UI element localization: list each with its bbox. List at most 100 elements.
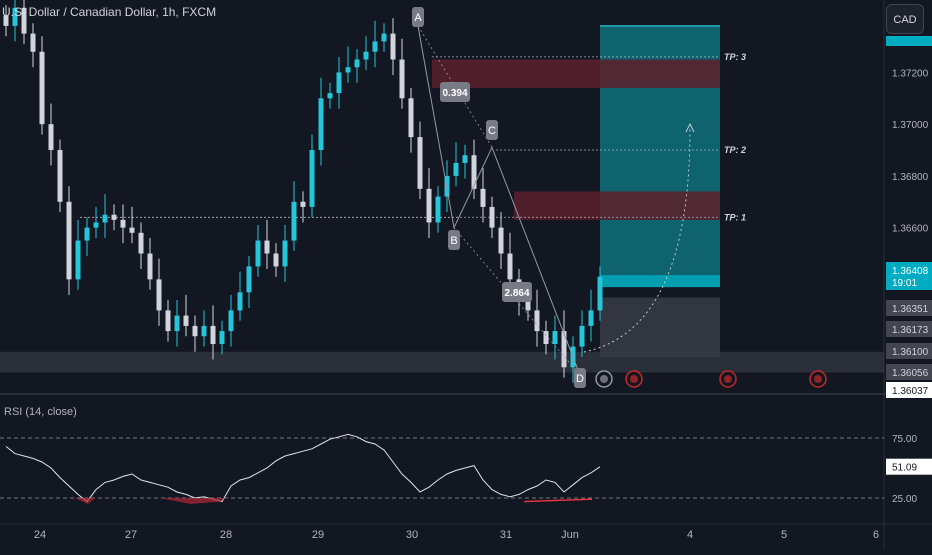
candle-body	[93, 222, 99, 228]
ca-flag-event-icon-core	[814, 375, 822, 383]
lightning-event-icon-core	[600, 375, 608, 383]
harmonic-point-label: C	[488, 125, 496, 137]
tp-label: TP: 2	[724, 145, 746, 155]
ratio-badge	[440, 82, 470, 102]
candle-body	[588, 310, 594, 326]
harmonic-point-badge	[574, 368, 586, 388]
candle-body	[3, 15, 9, 26]
price-axis-label-bg	[886, 262, 932, 290]
candle-body	[300, 201, 306, 207]
candle-body	[264, 240, 270, 254]
harmonic-point-badge	[412, 7, 424, 27]
candle-body	[345, 67, 351, 73]
candle-body	[390, 33, 396, 60]
y-tick-label: 1.36800	[892, 172, 929, 183]
price-axis-label-bg	[886, 382, 932, 398]
candle-body	[192, 325, 198, 337]
x-tick-label: 27	[125, 529, 137, 541]
candle-body	[255, 240, 261, 267]
projected-path-arrow	[685, 122, 695, 133]
x-tick-label: 5	[781, 529, 787, 541]
supply-zone	[432, 59, 720, 88]
candle-body	[336, 72, 342, 94]
candle-body	[48, 124, 54, 151]
y-tick-label: 1.37200	[892, 68, 929, 79]
price-axis-label: 1.36173	[892, 325, 929, 336]
harmonic-pattern-lines	[417, 25, 581, 376]
candle-body	[138, 232, 144, 254]
price-axis-label: 1.36056	[892, 368, 929, 379]
x-tick-label: Jun	[561, 529, 579, 541]
harmonic-point-badge	[448, 230, 460, 250]
price-axis-label-bg	[886, 364, 932, 380]
target-price-strip	[886, 36, 932, 46]
candle-body	[183, 315, 189, 326]
candle-body	[210, 325, 216, 345]
us-flag-event-icon-core	[724, 375, 732, 383]
ratio-badge	[502, 282, 532, 302]
candle-body	[363, 51, 369, 60]
candle-body	[282, 240, 288, 267]
candle-body	[525, 300, 531, 311]
candle-body	[381, 33, 387, 42]
candle-body	[561, 331, 567, 368]
rsi-title: RSI (14, close)	[4, 406, 77, 418]
candle-body	[111, 214, 117, 220]
rsi-oversold-fill	[75, 498, 95, 504]
demand-zone	[0, 351, 884, 373]
ratio-label: 2.864	[504, 288, 529, 299]
candle-body	[201, 325, 207, 337]
candle-body	[291, 201, 297, 241]
harmonic-point-label: D	[576, 373, 584, 385]
currency-button[interactable]: CAD	[886, 4, 924, 34]
rsi-tick-label: 25.00	[892, 494, 917, 505]
candle-body	[30, 33, 36, 52]
candle-body	[534, 310, 540, 332]
candle-body	[543, 331, 549, 345]
x-tick-label: 31	[500, 529, 512, 541]
candle-body	[219, 331, 225, 345]
candle-body	[480, 188, 486, 207]
price-axis-label: 1.36351	[892, 304, 929, 315]
candle-body	[309, 150, 315, 207]
harmonic-point-badge	[486, 120, 498, 140]
y-tick-label: 1.36600	[892, 224, 929, 235]
rsi-tick-label: 75.00	[892, 434, 917, 445]
us-flag-event-icon-core	[630, 375, 638, 383]
x-tick-label: 30	[406, 529, 418, 541]
candle-body	[165, 310, 171, 332]
x-tick-label: 28	[220, 529, 232, 541]
price-axis-label-bg	[886, 321, 932, 337]
ratio-label: 0.394	[442, 88, 467, 99]
x-tick-label: 24	[34, 529, 46, 541]
stop-zone	[600, 297, 720, 357]
candle-body	[408, 98, 414, 138]
tp-label: TP: 3	[724, 52, 746, 62]
candle-body	[129, 227, 135, 233]
candle-body	[453, 162, 459, 176]
x-tick-label: 4	[687, 529, 693, 541]
candle-body	[489, 206, 495, 228]
candle-body	[102, 214, 108, 223]
candle-body	[75, 240, 81, 280]
rsi-line	[5, 433, 601, 503]
candle-body	[273, 253, 279, 267]
candle-body	[597, 276, 603, 311]
candle-body	[498, 227, 504, 254]
candle-body	[552, 331, 558, 345]
symbol-title: U.S. Dollar / Canadian Dollar, 1h, FXCM	[2, 5, 217, 19]
candle-body	[12, 7, 18, 26]
harmonic-point-label: B	[450, 235, 457, 247]
candle-body	[471, 155, 477, 189]
candle-body	[57, 150, 63, 202]
candle-body	[354, 59, 360, 68]
price-axis-label-bg	[886, 343, 932, 359]
price-axis-label: 1.36100	[892, 347, 929, 358]
candle-body	[318, 98, 324, 151]
candle-body	[507, 253, 513, 280]
harmonic-point-label: A	[414, 12, 422, 24]
price-axis-label-bg	[886, 300, 932, 316]
candle-body	[21, 7, 27, 34]
rsi-oversold-fill	[160, 498, 225, 504]
